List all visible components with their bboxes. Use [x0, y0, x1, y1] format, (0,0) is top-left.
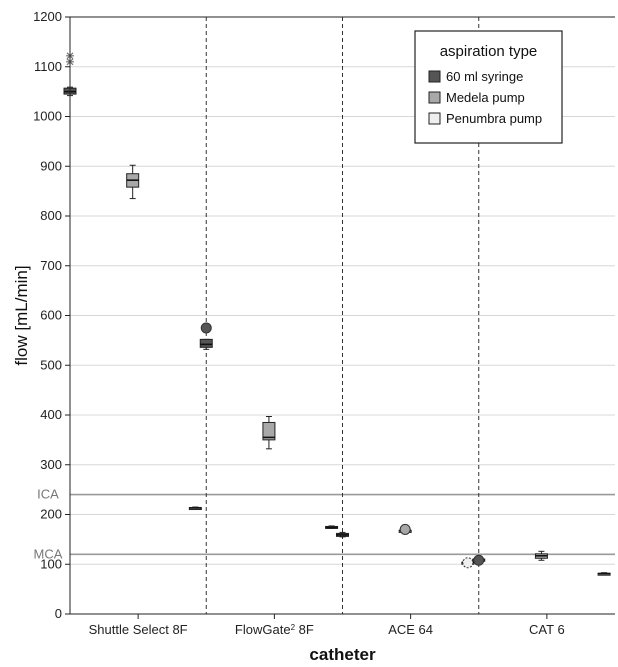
legend-swatch — [428, 91, 441, 104]
x-tick-label: FlowGate2 8F — [235, 622, 314, 637]
y-tick-label: 300 — [40, 457, 62, 472]
legend-label: 60 ml syringe — [446, 69, 523, 84]
box-1-2 — [398, 523, 412, 535]
box-2-3 — [597, 572, 611, 576]
box-2-2 — [461, 557, 475, 569]
axes: 0 100 200 300 400 500 600 700 800 900 1000 1100 1200… — [33, 9, 615, 637]
box-2-1 — [325, 525, 339, 529]
x-tick-label: CAT 6 — [529, 622, 565, 637]
outlier-point — [473, 554, 485, 566]
x-tick-label: ACE 64 — [388, 622, 433, 637]
legend-label: Penumbra pump — [446, 111, 542, 126]
legend: aspiration type 60 ml syringe Medela pump P… — [414, 30, 563, 144]
box-1-1 — [262, 415, 276, 450]
y-tick-label: 900 — [40, 158, 62, 173]
y-tick-label: 200 — [40, 507, 62, 522]
legend-swatch — [428, 112, 441, 125]
outlier-point — [462, 557, 474, 569]
x-tick-label-main: FlowGate — [235, 622, 291, 637]
box-0-3 — [472, 554, 486, 566]
y-tick-label: 1100 — [34, 59, 62, 74]
y-tick-label: 1200 — [33, 9, 62, 24]
y-tick-label: 700 — [40, 258, 62, 273]
reference-label-ica: ICA — [37, 487, 59, 502]
y-axis-title: flow [mL/min] — [12, 265, 31, 365]
y-tick-label: 0 — [55, 606, 62, 621]
legend-label: Medela pump — [446, 90, 525, 105]
x-tick-label-superscript: 2 — [291, 623, 296, 632]
box-2-0 — [188, 506, 202, 511]
reference-lines: ICA MCA — [34, 487, 615, 561]
y-tick-label: 500 — [40, 357, 62, 372]
legend-swatch — [428, 70, 441, 83]
reference-label-mca: MCA — [34, 546, 63, 561]
x-tick-label: Shuttle Select 8F — [89, 622, 188, 637]
box-1-0 — [126, 164, 140, 200]
x-tick-label-rest: 8F — [295, 622, 314, 637]
y-tick-label: 800 — [40, 208, 62, 223]
box-body — [262, 421, 276, 441]
box-body — [199, 338, 213, 348]
box-1-3 — [534, 550, 548, 561]
outlier-point — [399, 523, 411, 535]
y-tick-label: 100 — [40, 556, 62, 571]
x-axis-title: catheter — [309, 645, 376, 664]
y-tick-label: 1000 — [33, 109, 62, 124]
box-0-2 — [336, 531, 349, 538]
y-tick-label: 600 — [40, 308, 62, 323]
legend-title: aspiration type — [440, 43, 538, 60]
box-0-1 — [199, 322, 213, 350]
y-tick-label: 400 — [40, 407, 62, 422]
outlier-point — [200, 322, 212, 334]
